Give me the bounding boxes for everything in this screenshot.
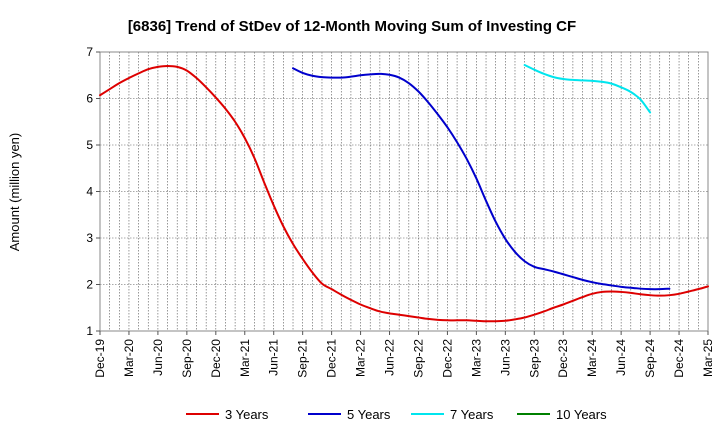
x-tick-label: Jun-21 bbox=[267, 339, 281, 376]
series-line-7-years bbox=[523, 64, 652, 114]
x-tick-label: Mar-21 bbox=[238, 339, 252, 377]
legend-label: 7 Years bbox=[450, 407, 494, 422]
series-line-5-years bbox=[292, 67, 671, 291]
x-tick-label: Dec-19 bbox=[93, 339, 107, 378]
legend-label: 3 Years bbox=[225, 407, 269, 422]
x-tick-label: Jun-23 bbox=[498, 339, 512, 376]
y-tick-label: 4 bbox=[86, 185, 93, 199]
series-lines bbox=[99, 64, 709, 323]
y-tick-label: 2 bbox=[86, 278, 93, 292]
x-tick-label: Dec-20 bbox=[209, 339, 223, 378]
x-tick-label: Dec-23 bbox=[556, 339, 570, 378]
y-tick-label: 5 bbox=[86, 138, 93, 152]
y-tick-label: 7 bbox=[86, 45, 93, 59]
legend-label: 5 Years bbox=[347, 407, 391, 422]
x-tick-label: Jun-20 bbox=[151, 339, 165, 376]
y-tick-label: 3 bbox=[86, 231, 93, 245]
x-tick-label: Sep-20 bbox=[180, 339, 194, 378]
x-tick-label: Sep-23 bbox=[527, 339, 541, 378]
x-tick-label: Jun-22 bbox=[383, 339, 397, 376]
series-line-3-years bbox=[99, 64, 709, 323]
x-tick-label: Jun-24 bbox=[614, 339, 628, 376]
x-tick-label: Dec-22 bbox=[440, 339, 454, 378]
y-axis-label: Amount (million yen) bbox=[7, 133, 22, 252]
y-tick-label: 1 bbox=[86, 324, 93, 338]
x-tick-label: Sep-22 bbox=[411, 339, 425, 378]
x-tick-label: Sep-24 bbox=[643, 339, 657, 378]
legend-label: 10 Years bbox=[556, 407, 607, 422]
x-tick-label: Mar-20 bbox=[122, 339, 136, 377]
x-tick-label: Mar-22 bbox=[354, 339, 368, 377]
y-tick-label: 6 bbox=[86, 92, 93, 106]
x-tick-label: Dec-21 bbox=[325, 339, 339, 378]
grid bbox=[100, 52, 708, 331]
chart-title: [6836] Trend of StDev of 12-Month Moving… bbox=[128, 18, 576, 35]
x-tick-label: Sep-21 bbox=[296, 339, 310, 378]
x-tick-label: Mar-23 bbox=[469, 339, 483, 377]
x-tick-label: Mar-25 bbox=[701, 339, 715, 377]
axes: 1 2 3 4 5 6 7 Dec-19 Mar-20 Jun-20 Sep-20 Dec-20 Mar… bbox=[86, 45, 715, 378]
legend: 3 Years 5 Years 7 Years 10 Years bbox=[186, 407, 607, 422]
x-tick-label: Dec-24 bbox=[672, 339, 686, 378]
x-tick-label: Mar-24 bbox=[585, 339, 599, 377]
